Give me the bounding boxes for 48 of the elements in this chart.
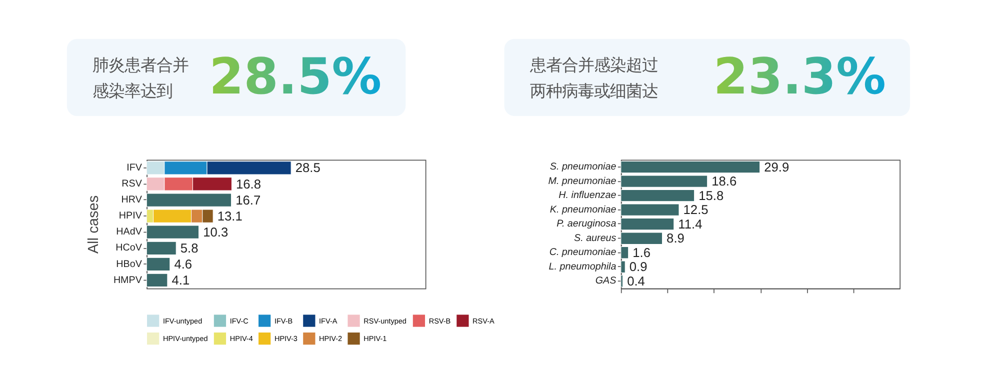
annotation: 5.8 [180, 240, 198, 256]
bar [146, 225, 200, 239]
bar [146, 257, 170, 272]
y-tick-label: HCoV [116, 242, 142, 254]
y-tick-label: IFV [126, 162, 142, 174]
annotation: 10.3 [203, 224, 228, 240]
text: 23.3% [713, 48, 886, 106]
y-tick-label: HMPV [113, 274, 142, 286]
data-label: 8.9 [666, 230, 684, 246]
y-tick-label: HBoV [116, 258, 142, 270]
annotation: 4.1 [172, 272, 190, 288]
y-tick-label: H. influenzae [558, 190, 617, 202]
data-label: 29.9 [764, 159, 790, 174]
y-tick-label: HRV [121, 194, 142, 206]
data-label: 12.5 [683, 202, 708, 218]
y-tick-label: HAdV [116, 226, 142, 238]
bar [146, 241, 176, 255]
annotation: 28.5 [295, 160, 320, 176]
annotation: 16.8 [236, 176, 262, 192]
y-tick-label: S. aureus [574, 232, 616, 244]
y-tick-label: S. pneumoniae [550, 162, 617, 173]
y-tick-label: GAS [595, 276, 617, 287]
y-tick-label: M. pneumoniae [548, 176, 617, 187]
y-tick-label: L. pneumophila [548, 261, 617, 272]
data-label: 18.6 [712, 174, 737, 189]
y-tick-label: HPIV [118, 210, 142, 222]
bar [620, 160, 760, 174]
text: 肺炎患者合并感染率达到 [92, 56, 189, 100]
bar [146, 193, 232, 207]
y-tick-label: C. pneumoniae [549, 247, 617, 258]
annotation: 4.6 [174, 256, 192, 272]
y-tick-label: RSV [122, 178, 142, 190]
text: 患者合并感染超过两种病毒或细菌达 [529, 56, 658, 100]
data-label: 0.4 [627, 273, 645, 288]
y-axis-title: All cases [86, 195, 102, 254]
data-label: 1.6 [632, 244, 651, 260]
bar [620, 189, 695, 202]
bar [620, 204, 680, 216]
bar [620, 175, 708, 188]
annotation: 16.7 [236, 192, 261, 208]
bar [146, 273, 168, 288]
y-tick-label: P. aeruginosa [556, 218, 617, 230]
annotation: 13.1 [217, 208, 242, 224]
text: 28.5% [209, 48, 382, 106]
data-label: 0.9 [629, 259, 648, 274]
data-label: 11.4 [678, 216, 702, 232]
y-tick-label: K. pneumoniae [550, 204, 617, 216]
data-label: 15.8 [698, 188, 724, 203]
